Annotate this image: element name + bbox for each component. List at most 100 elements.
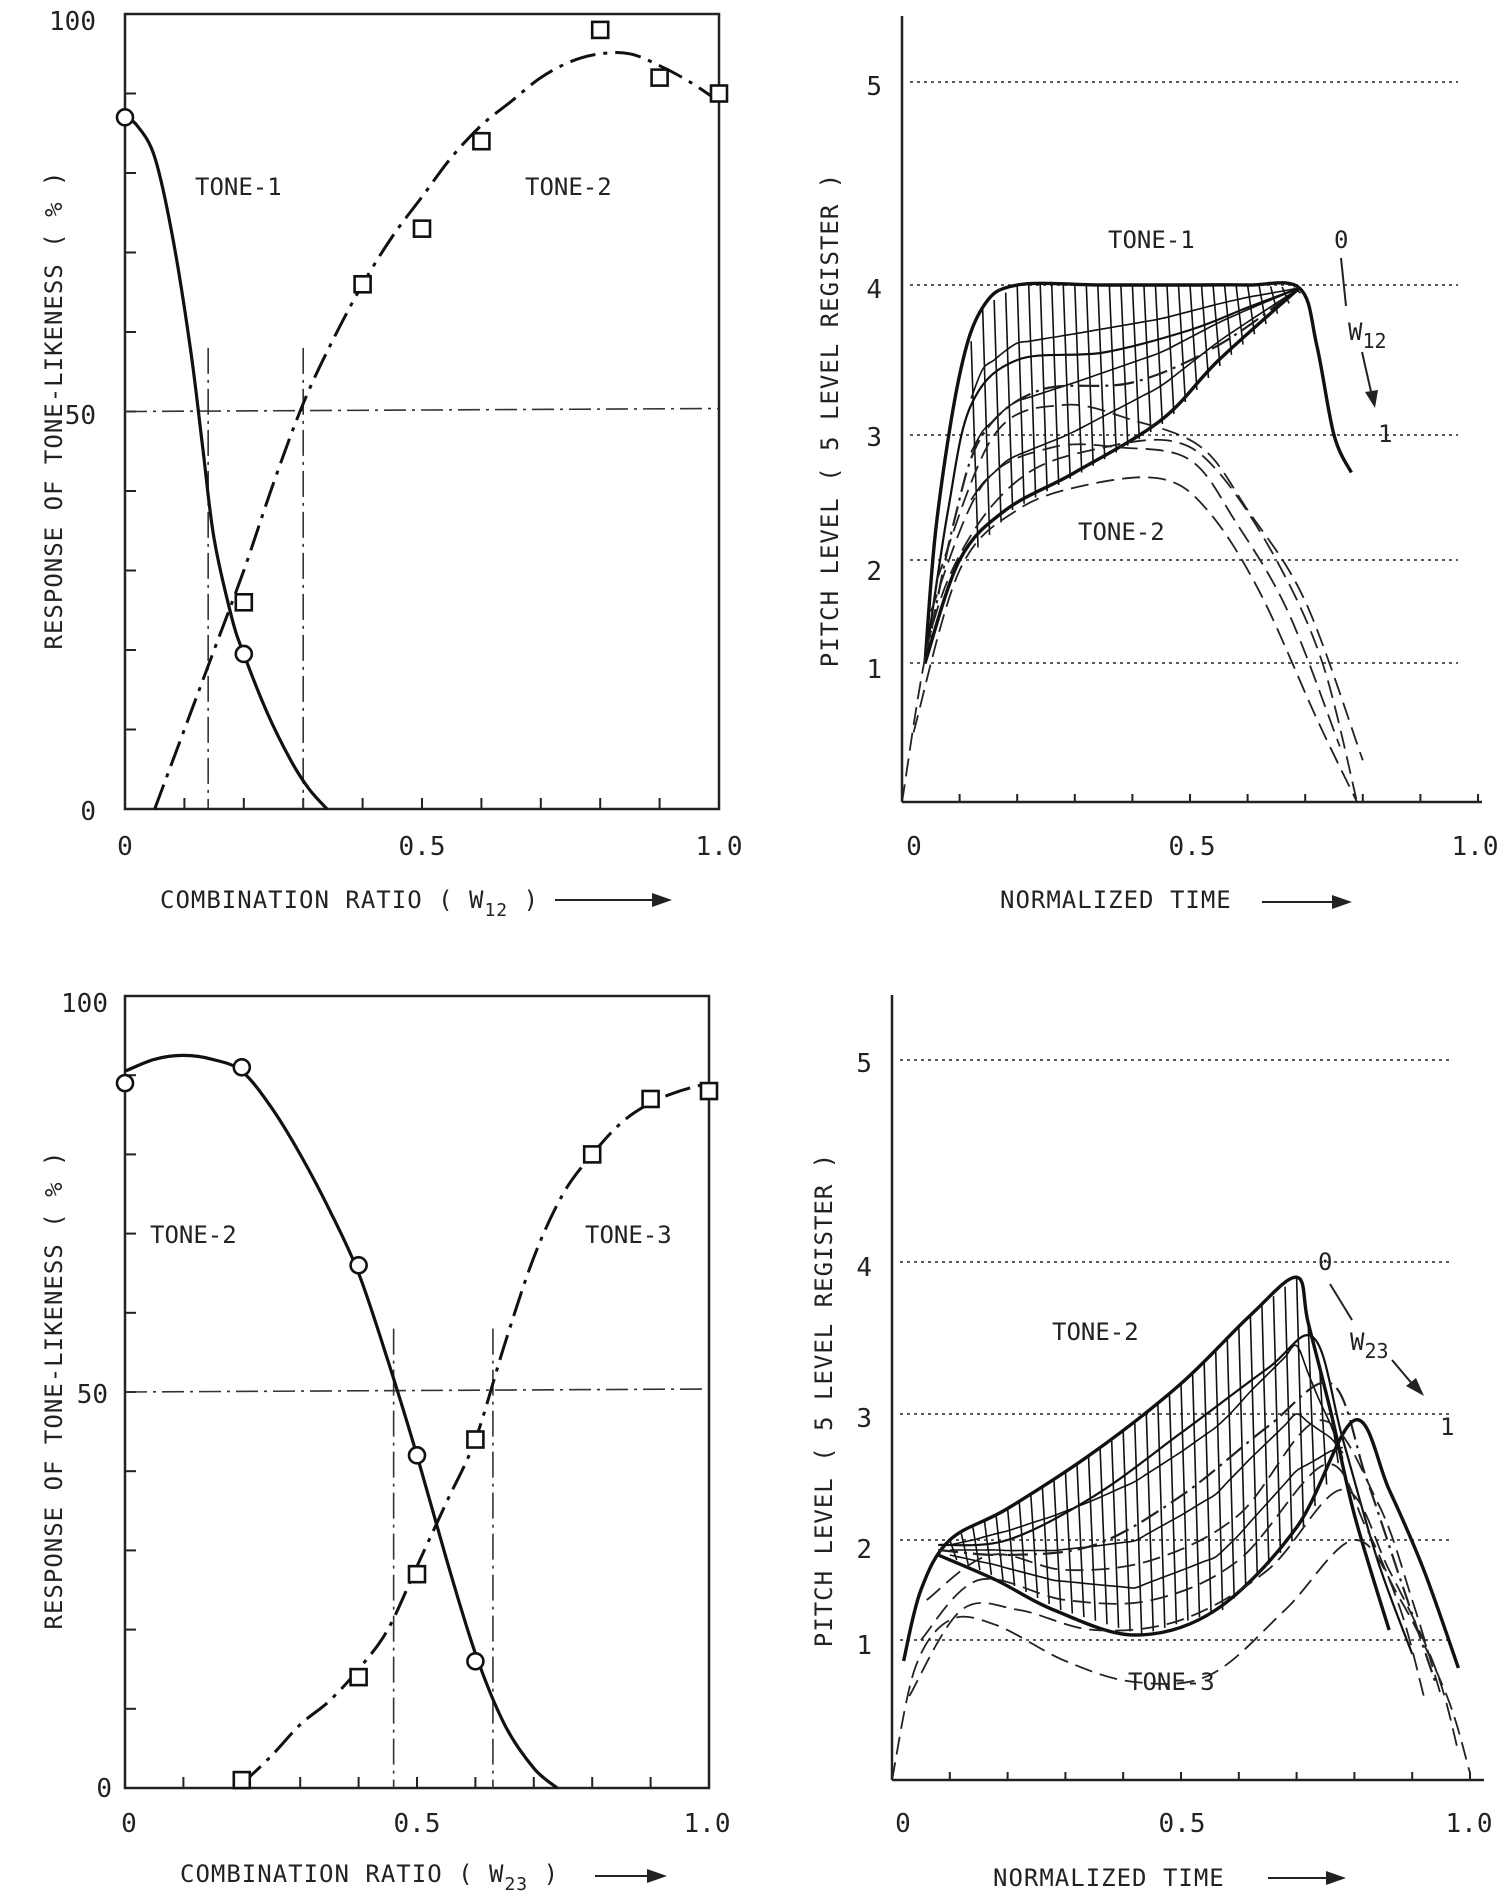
data-point-square [650,68,669,87]
w-arrow-top [1340,257,1347,307]
hatch-line [1050,284,1060,486]
series [115,1053,719,1790]
hatch-line [1133,1422,1143,1636]
w-start-label: 0 [1334,226,1348,254]
fifty-percent-line [124,1388,710,1393]
hatch-cross-line [970,289,1295,453]
tone23-response-chart: 100 50 0 0 0.5 1.0 COMBINATION RATIO ( W… [40,989,730,1895]
hatch-cross-line [949,1446,1344,1589]
x-tick-label-0: 0 [121,1809,137,1839]
hatch-line [1016,284,1025,504]
hatch-line [1261,1305,1270,1565]
tone12-pitch-contour-chart: 5 4 3 2 1 0 0.5 1.0 NORMALIZED TIME PITC… [816,16,1498,914]
series-label-tone-2: TONE-2 [525,173,612,201]
y-tick-label-0: 0 [96,1774,112,1804]
x-tick-label-0.5: 0.5 [1159,1809,1206,1839]
contour-dashed [908,1488,1460,1753]
x-tick-label-0: 0 [117,832,133,862]
contour-intermediate [923,286,1300,664]
hatch-line [1004,292,1014,511]
hatch-line [1087,1455,1097,1621]
pitch-contours [891,1275,1471,1781]
hatch-cross-line [970,291,1295,501]
contour-dashed [912,476,1358,803]
w-arrow-top [1329,1283,1353,1321]
pitch-level-gridlines [900,1059,1450,1641]
hatch-line [1200,284,1210,379]
hatch-cross-line [970,288,1294,399]
hatch-line [1191,1372,1201,1618]
series-label-tone-2: TONE-2 [150,1221,237,1249]
hatch-line [1223,284,1233,355]
hatch-line [1214,1349,1224,1611]
data-point-square [466,1430,485,1449]
series [115,20,729,811]
data-point-square [353,274,372,294]
x-tick-label-0: 0 [906,832,922,862]
reference-lines [124,1328,710,1788]
x-tick-label-0.5: 0.5 [394,1809,441,1839]
series-line-2 [153,51,720,810]
x-axis-title: COMBINATION RATIO ( W23 ) [180,1860,559,1895]
y-tick-label-1: 1 [866,655,882,685]
hatch-line [1249,1315,1259,1576]
data-point-square [472,131,491,151]
y-tick-label-5: 5 [856,1049,872,1079]
contour-upper-tone [923,281,1353,664]
y-tick-label-5: 5 [866,72,882,102]
x-tick-label-1.0: 1.0 [684,1809,731,1839]
hatch-line [993,299,1002,523]
contour-label-tone-3: TONE-3 [1128,1668,1215,1696]
y-axis-title: RESPONSE OF TONE-LIKENESS ( % ) [40,1151,68,1630]
w-arrow-bottom [1361,351,1373,397]
hatch-line [983,1520,993,1576]
hatch-line [1039,284,1048,492]
x-axis-arrowhead [647,1869,667,1883]
data-point-square [234,592,254,612]
hatch-line [1246,284,1256,335]
x-axis-title: COMBINATION RATIO ( W12 ) [160,886,539,921]
data-point-circle [349,1255,368,1275]
contour-intermediate [938,1381,1437,1683]
y-axis-title: RESPONSE OF TONE-LIKENESS ( % ) [40,171,68,650]
x-axis-arrowhead [652,893,672,907]
data-point-circle [232,1057,252,1077]
data-point-square [709,84,729,103]
x-tick-label-0.5: 0.5 [1169,832,1216,862]
data-point-square [349,1667,368,1687]
contour-intermediate [923,287,1301,664]
hatch-cross-line [949,1413,1344,1552]
hatch-line [1318,1368,1328,1485]
contour-label-tone-2: TONE-2 [1078,518,1165,546]
hatch-line [1284,1286,1293,1542]
data-point-square [590,20,610,40]
hatch-line [1235,284,1244,345]
y-tick-label-2: 2 [856,1535,872,1565]
y-tick-label-2: 2 [866,557,882,587]
w-end-label: 1 [1378,420,1392,448]
hatch-line [1062,284,1071,479]
data-point-square [699,1081,719,1101]
hatch-line [1166,284,1175,415]
y-tick-label-3: 3 [856,1404,872,1434]
hatch-line [1226,1337,1235,1599]
hatch-line [1027,284,1037,498]
w-name-label: W23 [1350,1328,1389,1363]
hatch-line [1018,1500,1027,1593]
hatch-line [1295,1277,1305,1528]
hatch-line [1180,1383,1189,1621]
hatch-line [1203,1360,1212,1614]
data-point-circle [115,108,135,127]
y-tick-label-50: 50 [77,1380,108,1410]
data-point-circle [234,644,254,664]
hatch-line [1099,1447,1108,1625]
x-tick-label-0.5: 0.5 [399,832,446,862]
y-tick-label-50: 50 [65,401,96,431]
contour-intermediate-lower [923,286,1301,664]
contour-intermediate-lower [937,1418,1461,1669]
hatch-cross-line [949,1344,1344,1546]
pitch-contours [901,281,1364,803]
x-axis-title: NORMALIZED TIME [993,1864,1225,1892]
series-line-1 [124,115,329,811]
hatch-line [1064,1470,1074,1614]
